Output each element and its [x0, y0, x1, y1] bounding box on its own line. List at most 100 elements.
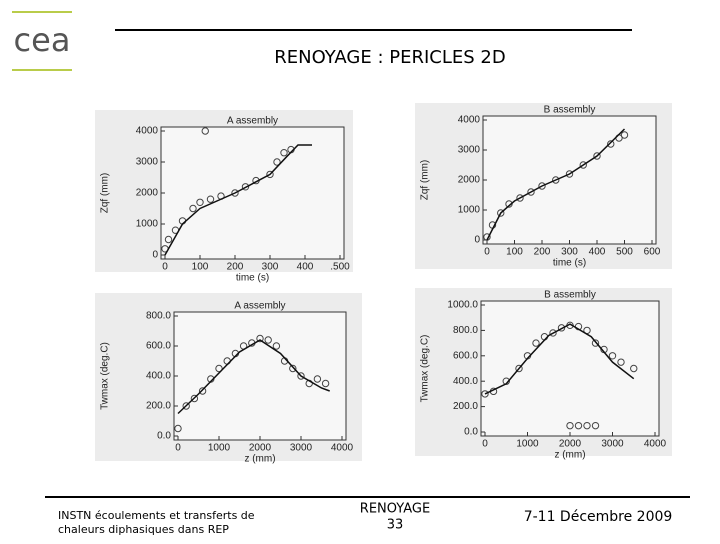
- y-tick-label: 3000: [458, 145, 481, 156]
- y-tick-label: 1000: [136, 219, 159, 230]
- y-tick-label: 0.0: [464, 427, 478, 438]
- x-tick-label: 300: [262, 262, 279, 273]
- x-tick-label: 1000: [208, 443, 231, 454]
- x-tick-label: 2000: [559, 439, 582, 450]
- data-point: [297, 372, 305, 380]
- plot-frame: [480, 300, 660, 437]
- y-tick-label: 3000: [136, 157, 159, 168]
- data-point: [483, 233, 491, 241]
- data-point: [557, 324, 566, 332]
- data-point: [574, 421, 583, 430]
- plot-frame: [160, 126, 345, 260]
- data-point: [608, 352, 617, 360]
- x-axis-label: time (s): [553, 258, 586, 269]
- data-point: [579, 161, 587, 169]
- logo: cea: [14, 21, 71, 59]
- data-point: [164, 235, 173, 244]
- footer-left: INSTN écoulements et transferts de: [58, 509, 255, 522]
- data-point: [321, 379, 330, 388]
- data-point: [532, 339, 540, 347]
- data-point: [201, 127, 209, 135]
- data-point: [516, 194, 524, 202]
- x-tick-label: 100: [506, 247, 523, 258]
- y-tick-label: 600.0: [146, 341, 171, 352]
- y-tick-label: 400.0: [146, 371, 171, 382]
- data-point: [538, 182, 546, 190]
- data-point: [241, 183, 250, 191]
- data-point: [196, 198, 204, 207]
- x-tick-label: 500: [616, 247, 633, 258]
- data-point: [617, 358, 625, 366]
- y-tick-label: 200.0: [453, 401, 478, 412]
- x-tick-label: 100: [192, 262, 209, 273]
- x-axis-label: z (mm): [244, 454, 275, 465]
- y-tick-label: 0.0: [157, 431, 171, 442]
- data-point: [591, 339, 600, 347]
- data-point: [266, 170, 274, 179]
- x-tick-label: 0: [162, 262, 168, 273]
- x-tick-label: 400: [589, 247, 606, 258]
- data-point: [198, 387, 207, 395]
- footer-center: 33: [387, 518, 404, 533]
- data-point: [552, 176, 560, 184]
- data-point: [313, 375, 322, 383]
- data-point: [256, 334, 264, 343]
- data-point: [189, 204, 197, 213]
- y-tick-label: 4000: [458, 115, 481, 126]
- x-axis-label: z (mm): [554, 450, 585, 461]
- chart-title: B assembly: [544, 290, 596, 301]
- x-tick-label: .500: [330, 262, 350, 273]
- x-tick-label: 600: [644, 247, 661, 258]
- data-point: [280, 149, 288, 157]
- chart-title: A assembly: [234, 301, 285, 312]
- y-tick-label: 600.0: [453, 350, 478, 361]
- x-axis-label: time (s): [236, 273, 269, 284]
- data-point: [591, 421, 600, 430]
- x-tick-label: 0: [175, 443, 181, 454]
- data-point: [481, 390, 489, 398]
- plot-frame: [173, 311, 347, 441]
- data-point: [206, 195, 215, 203]
- y-tick-label: 1000: [458, 205, 481, 216]
- data-point: [215, 364, 223, 373]
- y-axis-label: Zqf (mm): [420, 160, 431, 201]
- chart-title: B assembly: [544, 105, 596, 116]
- y-tick-label: 2000: [136, 188, 159, 199]
- y-tick-label: 1000.0: [447, 300, 478, 311]
- y-tick-label: 200.0: [146, 401, 171, 412]
- y-tick-label: 4000: [136, 126, 159, 137]
- data-point: [527, 188, 535, 196]
- data-point: [231, 189, 239, 197]
- x-tick-label: 2000: [249, 443, 272, 454]
- data-point: [607, 140, 615, 148]
- slide-title: RENOYAGE : PERICLES 2D: [274, 47, 505, 68]
- data-point: [273, 158, 281, 166]
- data-point: [190, 394, 199, 403]
- data-point: [272, 342, 281, 350]
- data-point: [566, 421, 574, 430]
- y-tick-label: 400.0: [453, 376, 478, 387]
- x-tick-label: 3000: [290, 443, 313, 454]
- data-point: [549, 329, 557, 337]
- y-tick-label: 2000: [458, 175, 481, 186]
- footer-left: chaleurs diphasiques dans REP: [58, 523, 229, 536]
- y-axis-label: Twmax (deg.C): [100, 342, 111, 410]
- footer-right: 7-11 Décembre 2009: [524, 509, 673, 525]
- data-point: [289, 364, 297, 373]
- footer-center: RENOYAGE: [360, 502, 430, 517]
- data-point: [583, 421, 591, 430]
- y-axis-label: Zqf (mm): [100, 173, 111, 214]
- y-tick-label: 800.0: [453, 325, 478, 336]
- x-tick-label: 0: [482, 439, 488, 450]
- data-point: [182, 402, 190, 410]
- x-tick-label: 300: [561, 247, 578, 258]
- x-tick-label: 400: [297, 262, 314, 273]
- x-tick-label: 4000: [644, 439, 667, 450]
- chart-title: A assembly: [227, 116, 278, 127]
- y-tick-label: 0: [152, 250, 158, 261]
- y-tick-label: 800.0: [146, 311, 171, 322]
- x-tick-label: 1000: [516, 439, 539, 450]
- y-axis-label: Twmax (deg.C): [420, 335, 431, 403]
- data-point: [620, 131, 629, 139]
